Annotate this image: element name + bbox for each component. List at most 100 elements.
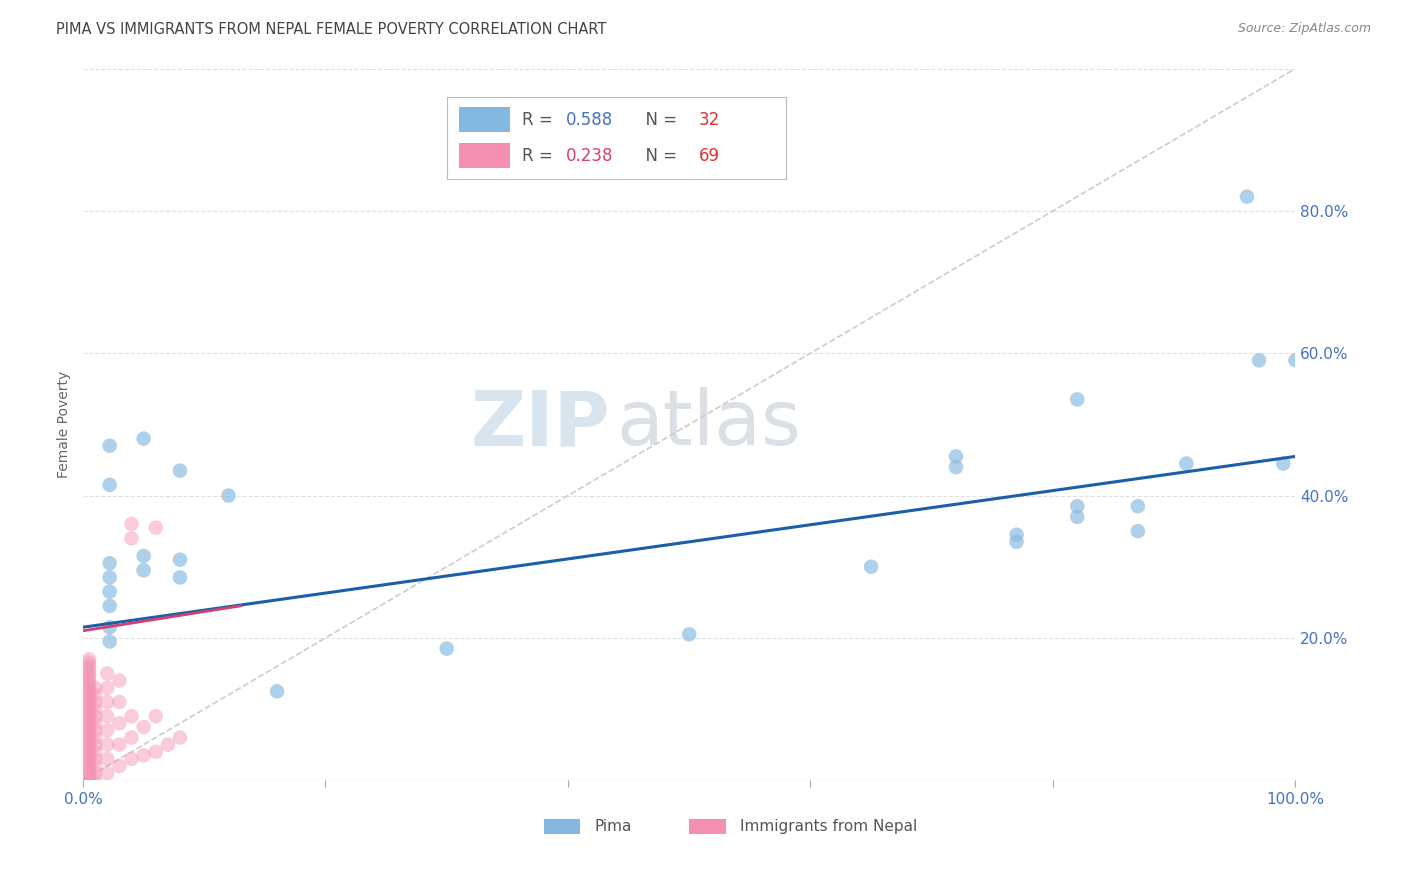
Point <box>108 716 131 731</box>
Text: PIMA VS IMMIGRANTS FROM NEPAL FEMALE POVERTY CORRELATION CHART: PIMA VS IMMIGRANTS FROM NEPAL FEMALE POV… <box>56 22 606 37</box>
Text: R =: R = <box>522 111 558 129</box>
Point <box>96 695 118 709</box>
Point <box>77 773 100 788</box>
Point <box>77 738 100 752</box>
Point <box>84 738 107 752</box>
Point <box>1175 457 1198 471</box>
Point <box>84 695 107 709</box>
Point <box>77 766 100 780</box>
Point <box>1284 353 1306 368</box>
Text: 32: 32 <box>699 111 720 129</box>
Point <box>77 748 100 763</box>
Point <box>108 673 131 688</box>
Point <box>77 713 100 727</box>
Point <box>98 599 121 613</box>
Point <box>77 663 100 677</box>
Point <box>98 620 121 634</box>
Point <box>77 656 100 670</box>
Point <box>77 745 100 759</box>
Point <box>77 720 100 734</box>
Point <box>266 684 288 698</box>
Point <box>132 720 155 734</box>
Point <box>84 681 107 695</box>
Point <box>1066 392 1088 407</box>
Point <box>121 709 143 723</box>
Point <box>77 727 100 741</box>
Point <box>145 745 167 759</box>
Point <box>77 684 100 698</box>
Point <box>436 641 458 656</box>
Bar <box>689 820 725 834</box>
Point <box>84 752 107 766</box>
Point <box>84 731 107 745</box>
Point <box>77 734 100 748</box>
Bar <box>458 107 510 132</box>
Text: Immigrants from Nepal: Immigrants from Nepal <box>740 819 917 834</box>
Point <box>945 460 967 475</box>
Text: 69: 69 <box>699 147 720 165</box>
Point <box>77 756 100 770</box>
Point <box>77 716 100 731</box>
Point <box>678 627 700 641</box>
Text: Pima: Pima <box>595 819 633 834</box>
Point <box>96 681 118 695</box>
Point <box>77 723 100 738</box>
Point <box>1005 527 1028 541</box>
Point <box>77 673 100 688</box>
Point <box>98 556 121 570</box>
Text: Source: ZipAtlas.com: Source: ZipAtlas.com <box>1237 22 1371 36</box>
Bar <box>544 820 581 834</box>
Point <box>96 766 118 780</box>
Point <box>77 706 100 720</box>
Point <box>98 570 121 584</box>
Point <box>121 531 143 545</box>
FancyBboxPatch shape <box>447 97 786 178</box>
Text: 0.588: 0.588 <box>565 111 613 129</box>
Point <box>98 584 121 599</box>
Point <box>1236 189 1258 203</box>
Point <box>1272 457 1295 471</box>
Point <box>98 634 121 648</box>
Point <box>77 709 100 723</box>
Point <box>121 731 143 745</box>
Point <box>77 702 100 716</box>
Y-axis label: Female Poverty: Female Poverty <box>58 371 72 478</box>
Point <box>84 716 107 731</box>
Bar <box>458 144 510 169</box>
Point <box>77 770 100 784</box>
Point <box>84 723 107 738</box>
Point <box>84 688 107 702</box>
Point <box>169 552 191 566</box>
Point <box>77 763 100 777</box>
Point <box>84 702 107 716</box>
Text: R =: R = <box>522 147 558 165</box>
Point <box>96 723 118 738</box>
Point <box>1066 509 1088 524</box>
Point <box>145 520 167 534</box>
Point <box>121 752 143 766</box>
Point <box>96 666 118 681</box>
Point <box>860 559 883 574</box>
Point <box>169 731 191 745</box>
Point <box>77 731 100 745</box>
Point <box>84 773 107 788</box>
Point <box>1126 524 1149 538</box>
Point <box>108 738 131 752</box>
Text: 0.238: 0.238 <box>565 147 613 165</box>
Point <box>84 709 107 723</box>
Point <box>77 670 100 684</box>
Point <box>169 464 191 478</box>
Text: ZIP: ZIP <box>471 387 610 461</box>
Point <box>77 752 100 766</box>
Point <box>1249 353 1271 368</box>
Point <box>945 450 967 464</box>
Point <box>77 652 100 666</box>
Point <box>108 695 131 709</box>
Point <box>98 439 121 453</box>
Point <box>84 759 107 773</box>
Point <box>121 516 143 531</box>
Point <box>108 759 131 773</box>
Point <box>77 691 100 706</box>
Text: N =: N = <box>634 111 682 129</box>
Point <box>77 677 100 691</box>
